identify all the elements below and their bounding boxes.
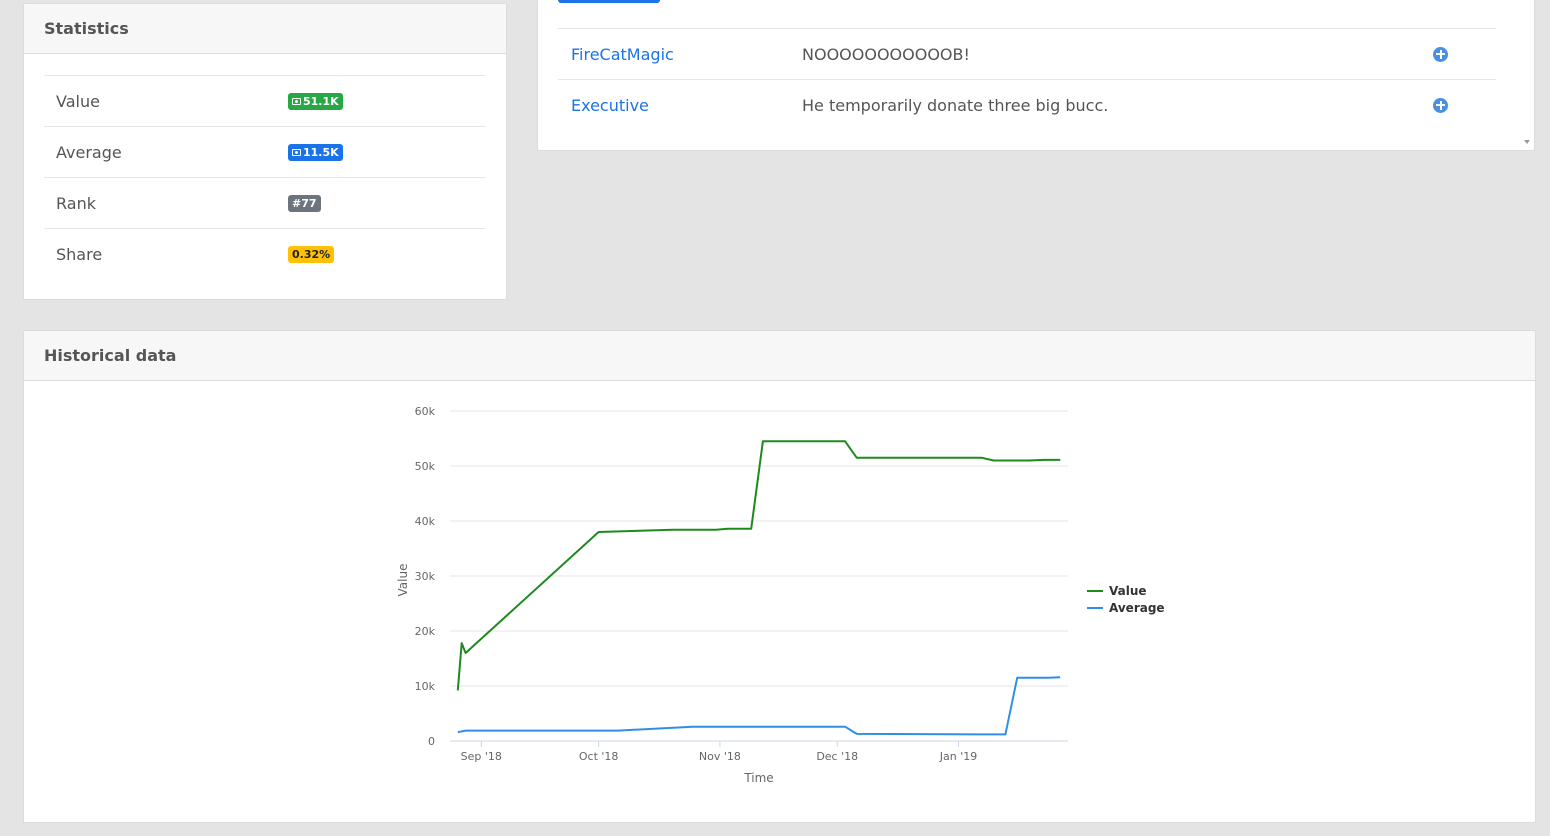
y-tick-label: 0 <box>428 735 435 748</box>
statistics-card: Statistics Value 51.1K Average 11.5K Ran… <box>23 3 507 300</box>
average-badge-text: 11.5K <box>303 145 339 159</box>
y-tick-label: 30k <box>415 570 436 583</box>
historical-line-chart: 0 10k 20k 30k 40k 50k 60k Sep '18 Oct '18 Nov '18… <box>396 405 1165 785</box>
historical-data-title: Historical data <box>24 331 1535 381</box>
y-tick-label: 40k <box>415 515 436 528</box>
money-icon <box>292 97 301 105</box>
share-badge-text: 0.32% <box>292 247 331 261</box>
share-badge: 0.32% <box>288 245 335 263</box>
stat-row-rank: Rank #77 <box>44 177 485 228</box>
stat-row-average: Average 11.5K <box>44 126 485 177</box>
x-tick-label: Sep '18 <box>461 750 502 763</box>
stat-row-share: Share 0.32% <box>44 228 485 279</box>
plus-circle-icon[interactable] <box>1433 97 1448 113</box>
x-tick-label: Dec '18 <box>816 750 858 763</box>
donation-message: He temporarily donate three big bucc. <box>802 95 1109 115</box>
historical-data-card: Historical data 0 10k 20k 30k 40k 50k 60k Sep '… <box>23 330 1536 823</box>
donation-message: NOOOOOOOOOOOB! <box>802 44 970 64</box>
statistics-table: Value 51.1K Average 11.5K Rank #77 Share… <box>44 75 485 279</box>
rank-badge-text: #77 <box>292 196 317 210</box>
x-tick-label: Nov '18 <box>699 750 741 763</box>
x-axis-title: Time <box>743 771 773 785</box>
series-line-value <box>456 440 1061 691</box>
value-badge: 51.1K <box>288 92 343 110</box>
donations-card: FireCatMagic NOOOOOOOOOOOB! Executive He… <box>537 0 1535 151</box>
donate-button[interactable] <box>558 0 660 3</box>
table-row: FireCatMagic NOOOOOOOOOOOB! <box>558 28 1496 79</box>
stat-label: Average <box>56 142 122 162</box>
y-tick-label: 10k <box>415 680 436 693</box>
stat-row-value: Value 51.1K <box>44 75 485 126</box>
y-tick-label: 60k <box>415 405 436 418</box>
donor-link[interactable]: FireCatMagic <box>571 44 674 64</box>
x-tick-label: Oct '18 <box>579 750 619 763</box>
donations-table: FireCatMagic NOOOOOOOOOOOB! Executive He… <box>558 28 1496 130</box>
rank-badge: #77 <box>288 194 321 212</box>
money-icon <box>292 148 301 156</box>
statistics-title: Statistics <box>24 4 506 54</box>
stat-label: Rank <box>56 193 96 213</box>
series-line-average <box>457 676 1061 736</box>
legend-label-value: Value <box>1109 584 1147 598</box>
plus-circle-icon[interactable] <box>1433 46 1448 62</box>
y-tick-label: 20k <box>415 625 436 638</box>
y-tick-label: 50k <box>415 460 436 473</box>
average-badge: 11.5K <box>288 143 343 161</box>
legend-label-average: Average <box>1109 601 1165 615</box>
x-tick-label: Jan '19 <box>939 750 977 763</box>
y-axis-title: Value <box>396 564 410 597</box>
scroll-down-arrow-icon[interactable] <box>1524 140 1530 144</box>
value-badge-text: 51.1K <box>303 94 339 108</box>
donor-link[interactable]: Executive <box>571 95 649 115</box>
table-row: Executive He temporarily donate three bi… <box>558 79 1496 130</box>
stat-label: Share <box>56 244 103 264</box>
stat-label: Value <box>56 91 100 111</box>
